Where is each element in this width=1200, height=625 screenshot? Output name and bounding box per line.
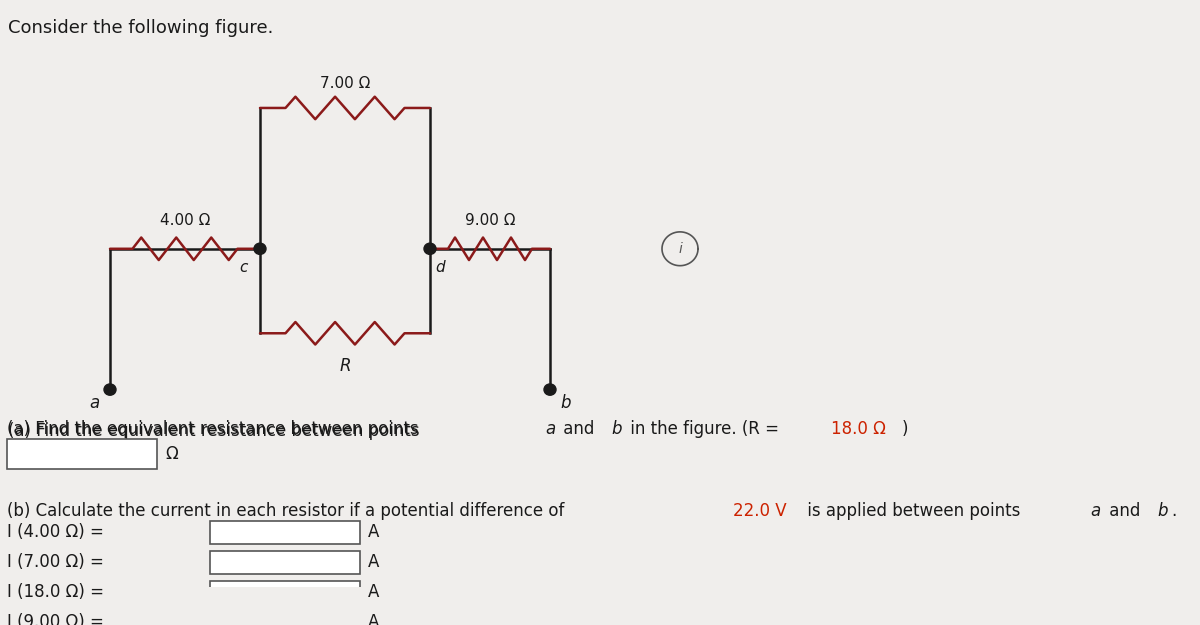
Text: A: A <box>368 613 379 625</box>
Text: i: i <box>678 242 682 256</box>
Text: 9.00 Ω: 9.00 Ω <box>464 213 515 228</box>
Text: b: b <box>612 419 623 437</box>
Text: .: . <box>1171 503 1176 520</box>
FancyBboxPatch shape <box>210 611 360 625</box>
Text: b: b <box>1158 503 1168 520</box>
FancyBboxPatch shape <box>210 521 360 544</box>
Text: R: R <box>340 357 350 375</box>
Text: b: b <box>560 394 570 412</box>
Circle shape <box>104 384 116 395</box>
Text: Ω: Ω <box>166 446 178 463</box>
Text: c: c <box>240 260 248 275</box>
Text: a: a <box>545 419 556 437</box>
Text: Consider the following figure.: Consider the following figure. <box>8 19 274 37</box>
Text: I (4.00 Ω) =: I (4.00 Ω) = <box>7 523 104 541</box>
Text: I (7.00 Ω) =: I (7.00 Ω) = <box>7 553 104 571</box>
Text: d: d <box>434 260 445 275</box>
FancyBboxPatch shape <box>210 551 360 574</box>
Text: 22.0 V: 22.0 V <box>733 503 786 520</box>
Text: A: A <box>368 583 379 601</box>
Text: I (9.00 Ω) =: I (9.00 Ω) = <box>7 613 104 625</box>
Text: and: and <box>1104 503 1146 520</box>
Text: 7.00 Ω: 7.00 Ω <box>320 76 370 91</box>
FancyBboxPatch shape <box>210 581 360 604</box>
Text: a: a <box>90 394 100 412</box>
Circle shape <box>424 243 436 254</box>
Text: A: A <box>368 553 379 571</box>
Text: A: A <box>368 523 379 541</box>
Circle shape <box>254 243 266 254</box>
Text: in the figure. (R =: in the figure. (R = <box>625 419 785 437</box>
Text: (a) Find the equivalent resistance between points: (a) Find the equivalent resistance betwe… <box>7 419 424 437</box>
Text: a: a <box>1091 503 1100 520</box>
FancyBboxPatch shape <box>7 439 157 469</box>
Text: I (18.0 Ω) =: I (18.0 Ω) = <box>7 583 104 601</box>
Text: 18.0 Ω: 18.0 Ω <box>830 419 886 437</box>
Text: (b) Calculate the current in each resistor if a potential difference of: (b) Calculate the current in each resist… <box>7 503 570 520</box>
Text: 4.00 Ω: 4.00 Ω <box>160 213 210 228</box>
Text: (a) Find the equivalent resistance between points: (a) Find the equivalent resistance betwe… <box>8 422 425 441</box>
Text: ): ) <box>901 419 908 437</box>
Text: and: and <box>558 419 600 437</box>
Text: is applied between points: is applied between points <box>802 503 1026 520</box>
Circle shape <box>544 384 556 395</box>
